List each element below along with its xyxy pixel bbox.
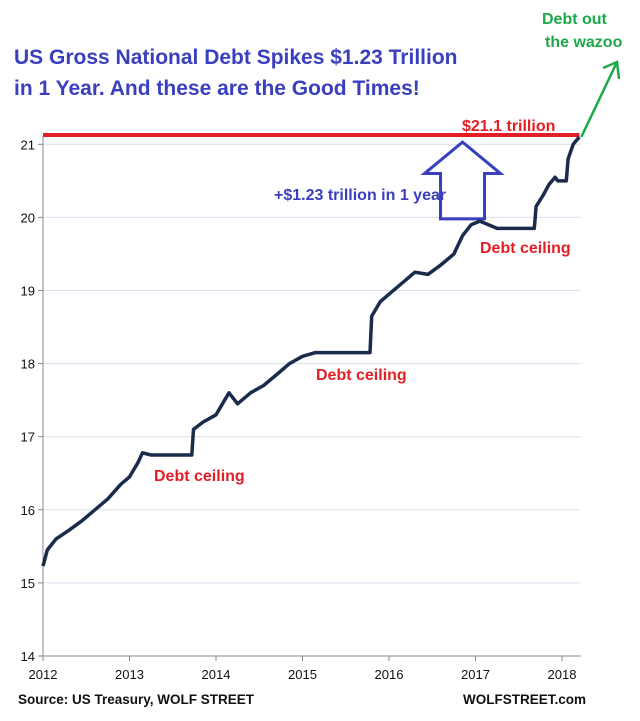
y-tick-label: 18 <box>21 357 35 372</box>
annotation-debt-ceiling-2013: Debt ceiling <box>154 468 245 485</box>
annotation-debt-ceiling-2017: Debt ceiling <box>480 240 571 257</box>
reference-line-label: $21.1 trillion <box>462 118 556 135</box>
y-tick-label: 17 <box>21 430 35 445</box>
chart-title: US Gross National Debt Spikes $1.23 Tril… <box>14 42 457 104</box>
x-tick-label: 2016 <box>375 667 404 682</box>
y-tick-label: 14 <box>21 649 35 664</box>
x-tick-label: 2013 <box>115 667 144 682</box>
y-tick-label: 19 <box>21 284 35 299</box>
x-tick-label: 2012 <box>29 667 58 682</box>
up-arrow-icon <box>420 140 505 221</box>
annotation-debt-ceiling-2015: Debt ceiling <box>316 367 407 384</box>
annotation-increase: +$1.23 trillion in 1 year <box>274 187 447 204</box>
y-tick-label: 21 <box>21 137 35 152</box>
x-tick-label: 2014 <box>202 667 231 682</box>
y-tick-label: 15 <box>21 576 35 591</box>
watermark: WOLFSTREET.com <box>463 692 587 707</box>
annotation-wazoo-1: Debt out <box>542 11 607 28</box>
x-tick-label: 2017 <box>461 667 490 682</box>
title-line-2: in 1 Year. And these are the Good Times! <box>14 77 420 100</box>
green-arrowhead-icon <box>602 60 621 80</box>
x-tick-label: 2015 <box>288 667 317 682</box>
y-tick-label: 16 <box>21 503 35 518</box>
source-note: Source: US Treasury, WOLF STREET <box>18 692 255 707</box>
y-tick-label: 20 <box>21 210 35 225</box>
annotation-wazoo-2: the wazoo <box>545 34 623 51</box>
x-tick-label: 2018 <box>548 667 577 682</box>
title-line-1: US Gross National Debt Spikes $1.23 Tril… <box>14 46 458 69</box>
green-arrow-icon <box>580 61 619 138</box>
